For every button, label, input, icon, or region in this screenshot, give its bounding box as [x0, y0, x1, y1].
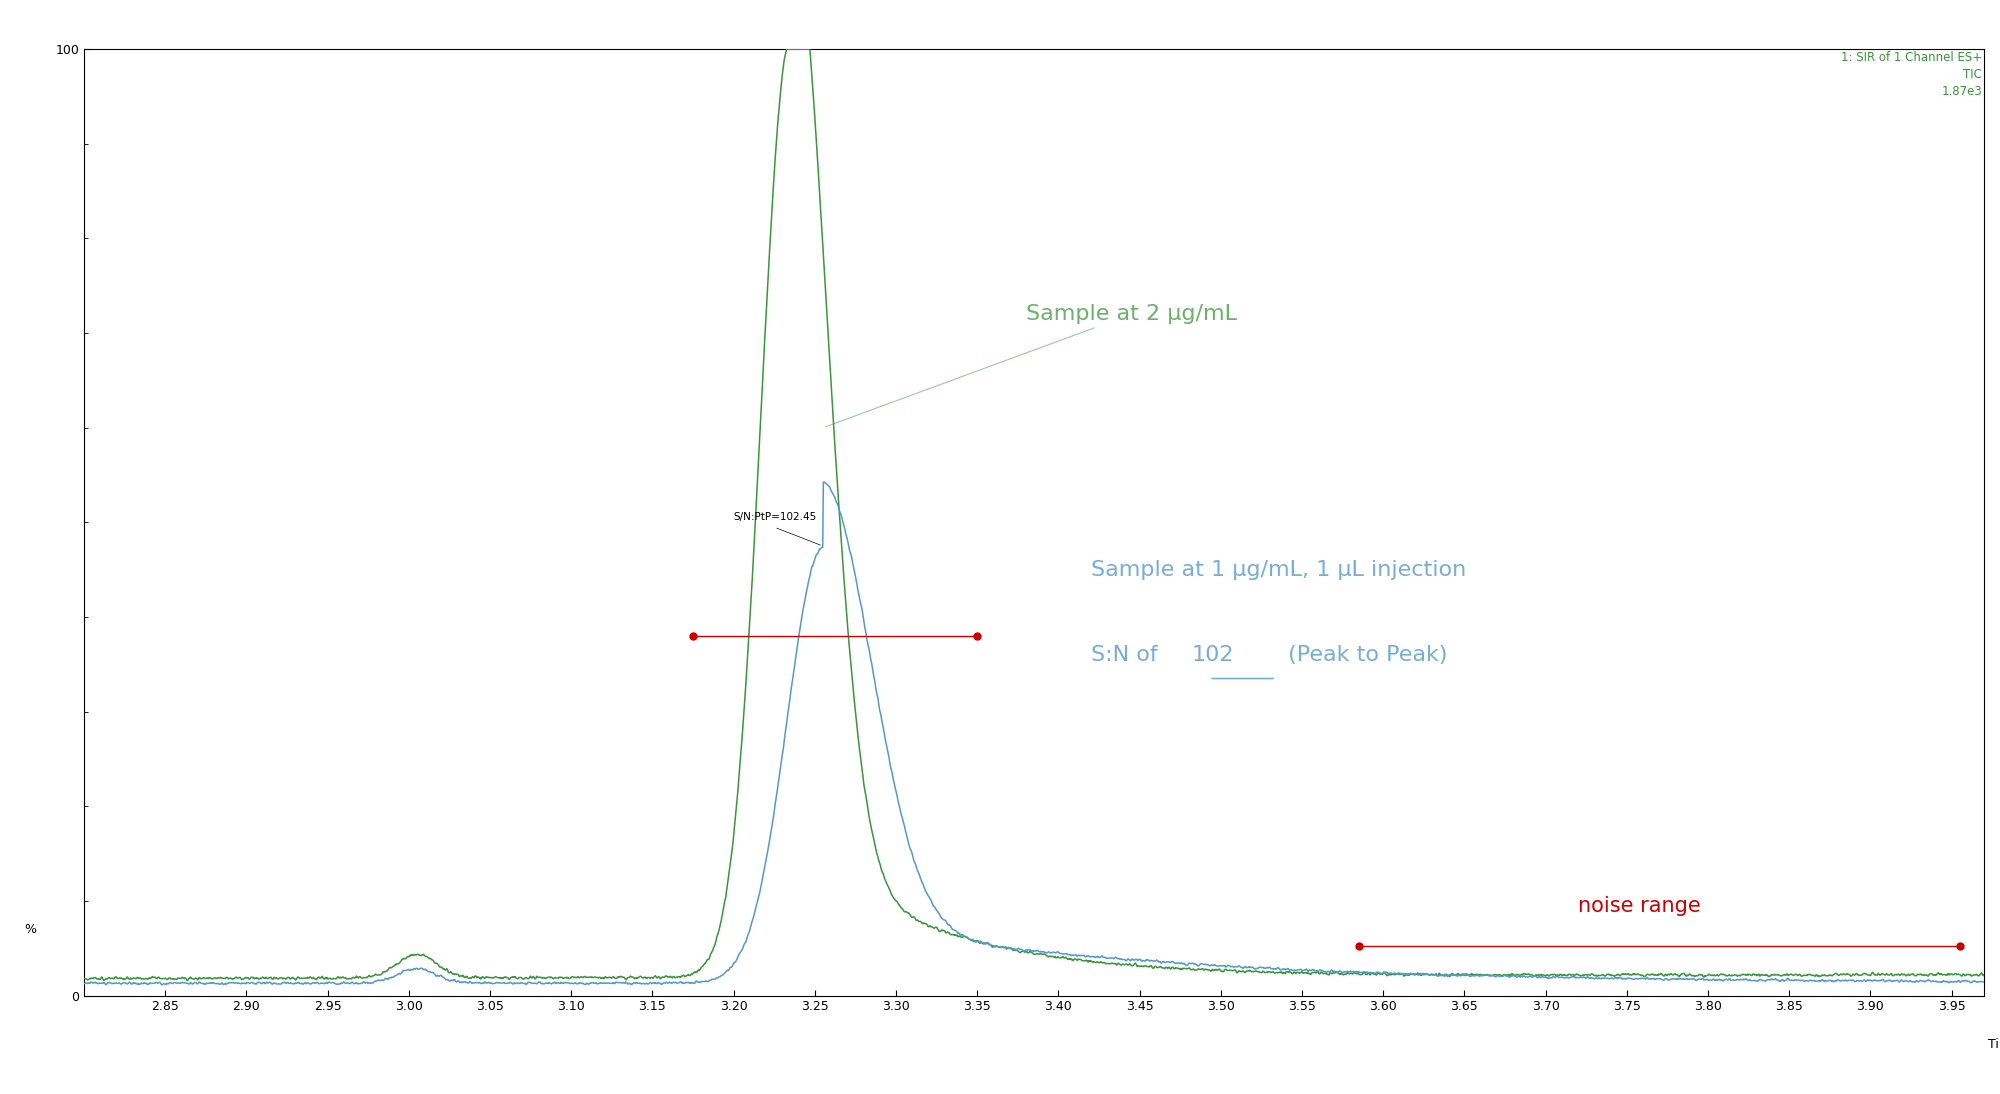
Text: S:N of: S:N of: [1090, 644, 1164, 665]
Text: (Peak to Peak): (Peak to Peak): [1280, 644, 1448, 665]
Text: Sample at 2 µg/mL: Sample at 2 µg/mL: [826, 304, 1236, 427]
Text: Time: Time: [1988, 1038, 2000, 1051]
Text: 102: 102: [1192, 644, 1234, 665]
Text: noise range: noise range: [1578, 896, 1700, 916]
Text: Sample at 1 µg/mL, 1 µL injection: Sample at 1 µg/mL, 1 µL injection: [1090, 560, 1466, 580]
Text: %: %: [24, 923, 36, 935]
Text: 1: SIR of 1 Channel ES+
TIC
1.87e3: 1: SIR of 1 Channel ES+ TIC 1.87e3: [1840, 51, 1982, 98]
Text: S/N:PtP=102.45: S/N:PtP=102.45: [734, 512, 816, 523]
